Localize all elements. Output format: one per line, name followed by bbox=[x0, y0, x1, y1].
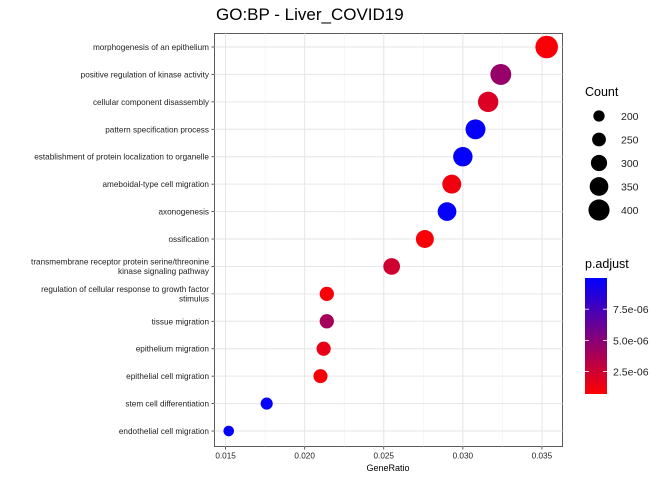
count-legend-key bbox=[592, 132, 606, 147]
y-tick-label: epithelial cell migration bbox=[126, 372, 209, 381]
data-point bbox=[319, 314, 334, 329]
count-legend: Count 200 250 300 350 400 bbox=[585, 85, 639, 221]
x-tick-label: 0.020 bbox=[294, 452, 315, 461]
count-legend-label: 400 bbox=[621, 205, 639, 217]
count-legend-label: 200 bbox=[621, 111, 639, 123]
count-legend-key bbox=[589, 177, 609, 196]
x-axis-ticks: 0.015 0.020 0.025 0.030 0.035 bbox=[215, 446, 553, 461]
y-tick-label: epithelium migration bbox=[136, 345, 210, 354]
count-legend-key bbox=[593, 110, 605, 122]
data-point bbox=[319, 286, 334, 302]
y-tick-label: establishment of protein localization to… bbox=[34, 153, 209, 162]
y-tick-label: ossification bbox=[168, 235, 209, 244]
data-point bbox=[535, 35, 558, 59]
x-axis-label: GeneRatio bbox=[366, 463, 409, 473]
data-point bbox=[465, 119, 486, 140]
count-legend-title: Count bbox=[585, 85, 619, 99]
y-tick-label: positive regulation of kinase activity bbox=[81, 70, 210, 79]
y-axis-ticks: morphogenesis of an epithelium positive r… bbox=[31, 43, 215, 436]
count-legend-label: 300 bbox=[621, 158, 639, 170]
padjust-legend-title: p.adjust bbox=[585, 257, 629, 271]
padjust-legend-label: 7.5e-06 bbox=[613, 304, 649, 316]
data-point bbox=[490, 63, 512, 85]
count-legend-keys: 200 250 300 350 400 bbox=[588, 110, 639, 221]
y-tick-label: endothelial cell migration bbox=[119, 427, 210, 436]
y-tick-label: axonogenesis bbox=[158, 208, 209, 217]
data-point bbox=[453, 147, 473, 167]
data-points bbox=[223, 35, 558, 437]
chart-title: GO:BP - Liver_COVID19 bbox=[216, 5, 404, 24]
y-tick-label: stem cell differentiation bbox=[125, 400, 209, 409]
count-legend-label: 350 bbox=[621, 182, 639, 194]
data-point bbox=[316, 341, 331, 356]
padjust-legend-label: 5.0e-06 bbox=[613, 335, 649, 347]
data-point bbox=[383, 258, 401, 275]
data-point bbox=[260, 397, 273, 410]
data-point bbox=[442, 174, 462, 194]
count-legend-key bbox=[588, 199, 610, 221]
x-tick-label: 0.025 bbox=[374, 452, 395, 461]
x-tick-label: 0.035 bbox=[532, 452, 553, 461]
y-tick-label: regulation of cellular response to growt… bbox=[41, 285, 209, 304]
data-point bbox=[437, 202, 457, 221]
y-tick-label: tissue migration bbox=[152, 317, 210, 326]
padjust-legend-label: 2.5e-06 bbox=[613, 367, 649, 379]
count-legend-label: 250 bbox=[621, 135, 639, 147]
padjust-legend-ticks: 2.5e-06 5.0e-06 7.5e-06 bbox=[585, 304, 649, 379]
count-legend-key bbox=[590, 154, 608, 172]
x-tick-label: 0.030 bbox=[453, 452, 474, 461]
y-tick-label: transmembrane receptor protein serine/th… bbox=[31, 258, 210, 277]
data-point bbox=[477, 91, 499, 113]
data-point bbox=[223, 425, 235, 437]
y-tick-label: pattern specification process bbox=[105, 125, 209, 134]
y-tick-label: morphogenesis of an epithelium bbox=[93, 43, 209, 52]
y-tick-label: cellular component disassembly bbox=[93, 98, 210, 107]
panel-border bbox=[214, 33, 563, 447]
y-tick-label: ameboidal-type cell migration bbox=[103, 180, 210, 189]
padjust-legend: p.adjust 2.5e-06 5.0e-06 7.5e-06 bbox=[585, 257, 649, 394]
plot-panel bbox=[214, 33, 563, 447]
data-point bbox=[313, 369, 328, 384]
x-tick-label: 0.015 bbox=[215, 452, 236, 461]
padjust-colorbar bbox=[585, 278, 607, 394]
data-point bbox=[415, 230, 434, 248]
